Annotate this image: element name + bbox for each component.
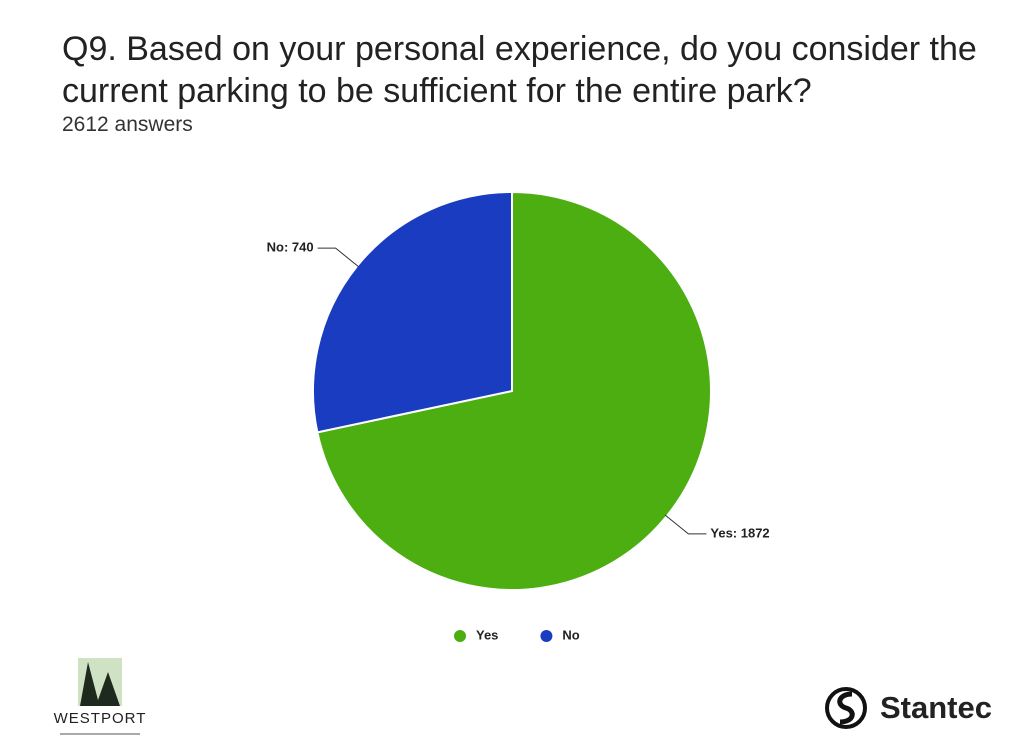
logo-shape <box>80 662 120 706</box>
westport-logo: WESTPORT <box>54 658 147 735</box>
legend-marker <box>540 630 553 642</box>
data-label: Yes: 1872 <box>710 525 769 540</box>
stantec-logo: Stantec <box>825 687 992 729</box>
chart-subtitle: 2612 answers <box>62 113 193 136</box>
chart-title: Q9. Based on your personal experience, d… <box>62 30 977 110</box>
logo-shape <box>837 691 855 725</box>
logo-shape <box>825 687 867 729</box>
legend-label: No <box>562 627 579 642</box>
data-label: No: 740 <box>267 240 314 255</box>
leader-line <box>317 247 360 268</box>
legend-marker <box>454 630 466 642</box>
pie-slice <box>312 190 513 434</box>
leader-line <box>664 514 707 535</box>
legend-label: Yes <box>476 627 498 642</box>
logo-text: Stantec <box>880 690 992 725</box>
logo-text: WESTPORT <box>54 710 147 727</box>
